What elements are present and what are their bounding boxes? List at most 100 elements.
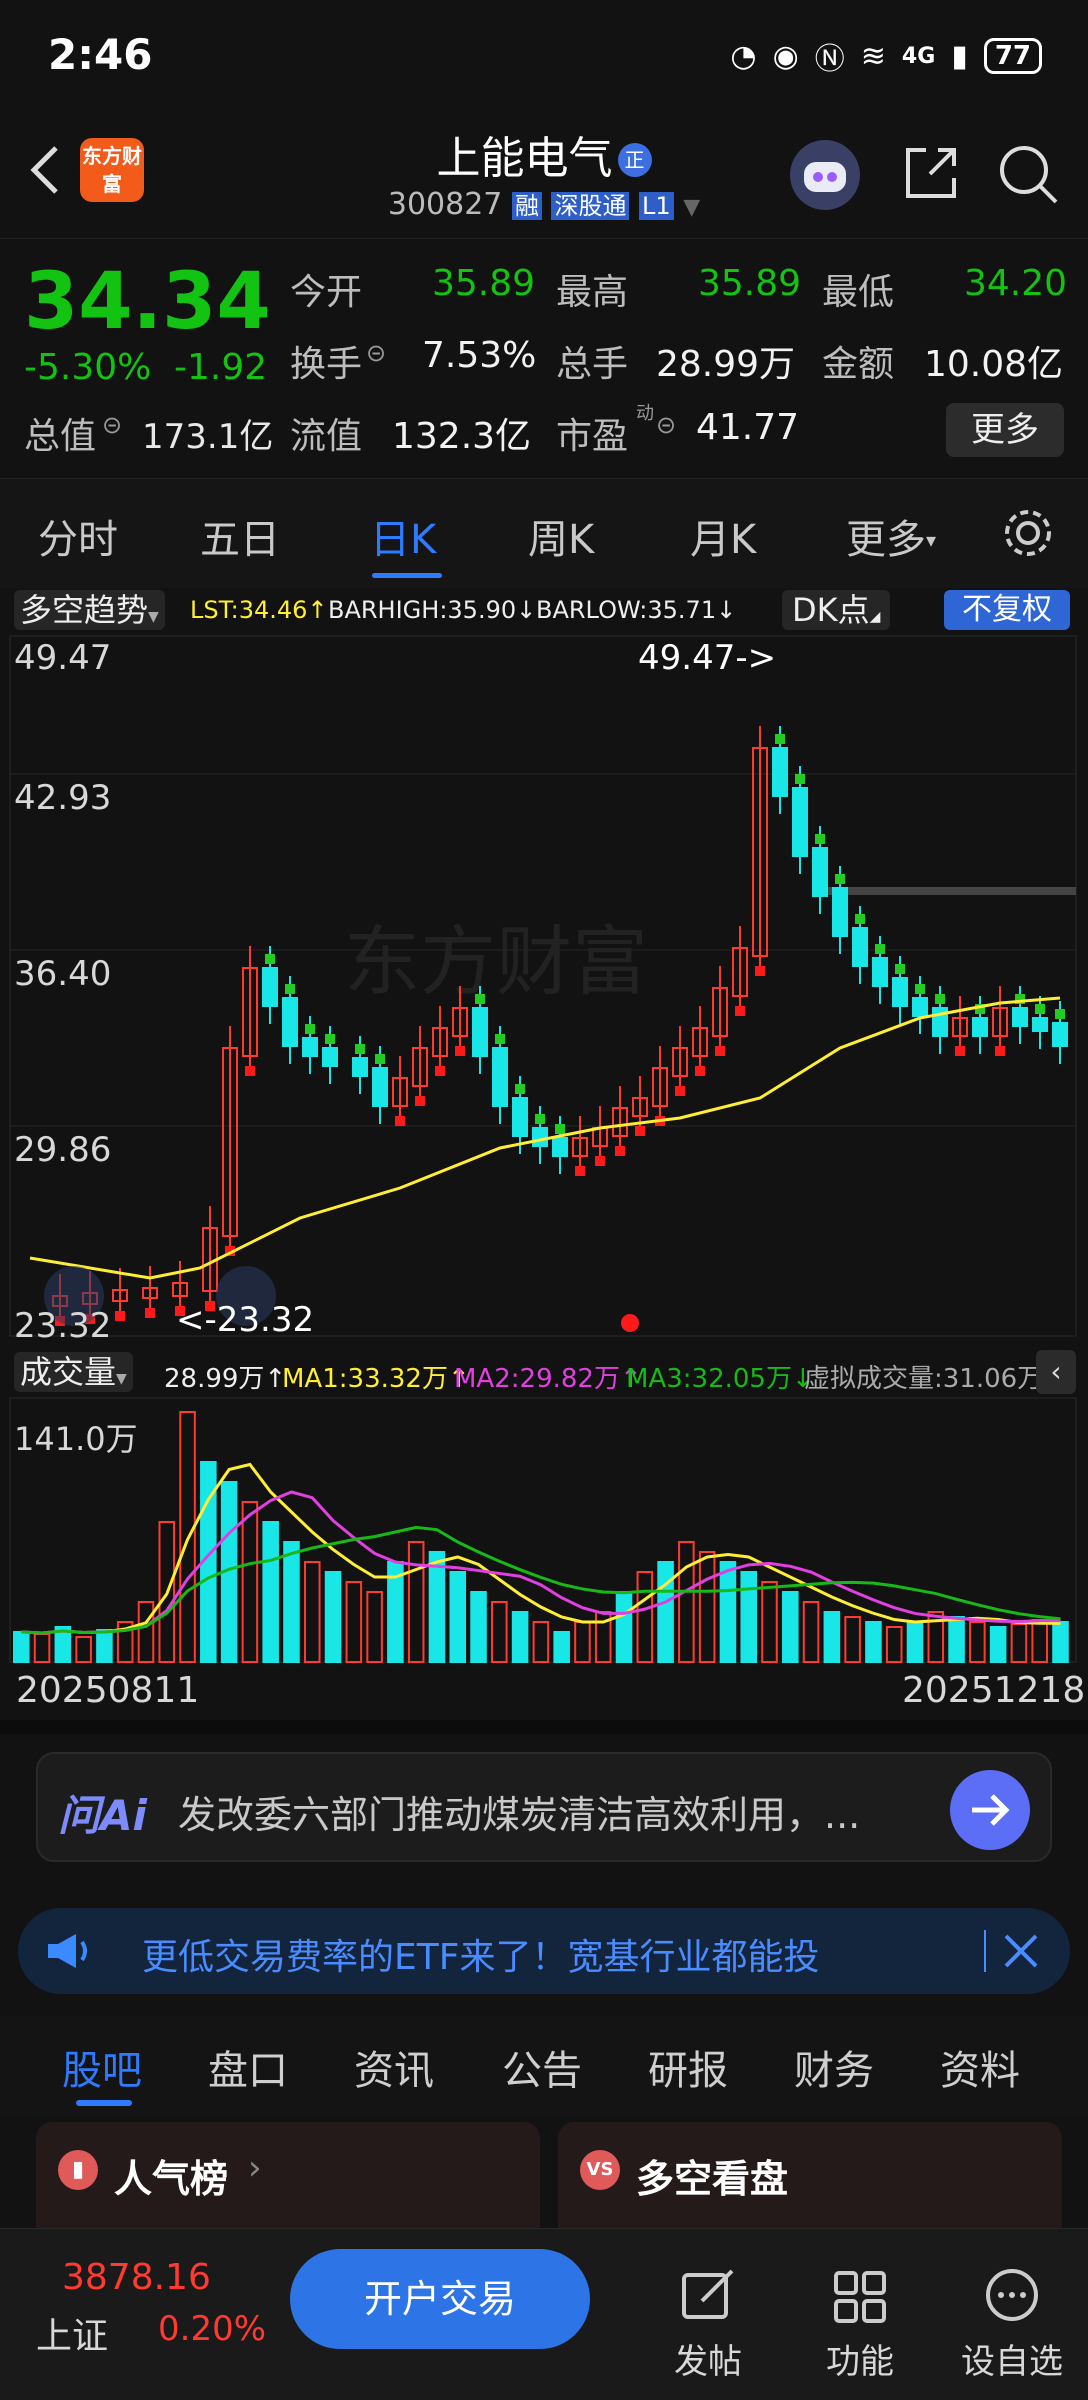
tab-announcements[interactable]: 公告 (502, 2048, 582, 2094)
mcap-info-icon[interactable]: ⊝ (102, 411, 123, 439)
nav-left-icon[interactable] (44, 1266, 104, 1326)
app-logo[interactable]: 东方财富 (80, 138, 144, 202)
trend-dot (995, 1046, 1005, 1056)
trend-dot (495, 1034, 505, 1044)
trade-button[interactable]: 开户交易 (290, 2249, 590, 2349)
trend-dot (935, 994, 945, 1004)
more-button[interactable]: 更多 (946, 403, 1064, 457)
candle-body (952, 1017, 968, 1037)
chart-area[interactable]: 东方财富 49.47 42.93 36.40 29.86 23.32 49.47… (0, 628, 1088, 1348)
wifi-icon: ≋ (860, 38, 886, 74)
active-tab-indicator (372, 573, 442, 578)
promo-banner[interactable]: 更低交易费率的ETF来了！宽基行业都能投 (18, 1908, 1070, 1994)
nfc-icon: Ⓝ (814, 42, 845, 77)
trend-dot (355, 1044, 365, 1054)
dk-point-button[interactable]: DK点◢ (782, 590, 891, 630)
volume-bar (761, 1581, 778, 1663)
tab-five-day[interactable]: 五日 (200, 517, 280, 563)
tab-profile[interactable]: 资料 (940, 2048, 1020, 2094)
volume-bar (1010, 1623, 1028, 1663)
volume-bar (303, 1561, 321, 1663)
volume-indicator-select[interactable]: 成交量▼ (14, 1352, 133, 1392)
volume-bar (345, 1581, 363, 1663)
tab-research[interactable]: 研报 (648, 2048, 728, 2094)
nav-right-icon[interactable] (216, 1266, 276, 1326)
dropdown-icon[interactable]: ▼ (683, 195, 701, 220)
megaphone-icon (42, 1926, 92, 1980)
tab-more[interactable]: 更多▾ (846, 507, 936, 565)
volume-ma2: MA2:29.82万↑ (454, 1364, 642, 1394)
turnover-label: 换手 (290, 344, 363, 385)
trend-dot (575, 1166, 585, 1176)
tab-intraday[interactable]: 分时 (38, 517, 118, 563)
robot-avatar-icon[interactable] (790, 140, 860, 210)
candle-body (472, 1007, 488, 1057)
stock-name: 上能电气 (436, 133, 613, 184)
banner-text: 更低交易费率的ETF来了！宽基行业都能投 (142, 1937, 820, 1978)
candle-body (572, 1137, 588, 1157)
volume-bar (366, 1591, 383, 1663)
tab-news[interactable]: 资讯 (354, 2048, 434, 2094)
trend-dot (265, 954, 275, 964)
function-button[interactable]: 功能 (800, 2265, 920, 2383)
volume-chart[interactable]: 141.0万 (0, 1396, 1088, 1666)
ai-send-button[interactable] (950, 1770, 1030, 1850)
ai-question-bar[interactable]: 问Ai 发改委六部门推动煤炭清洁高效利用，... (36, 1752, 1052, 1862)
popularity-card[interactable]: ▮ 人气榜 › (36, 2122, 540, 2242)
back-icon[interactable] (22, 140, 72, 200)
vs-icon: VS (580, 2150, 620, 2190)
turnover-info-icon[interactable]: ⊝ (366, 339, 387, 367)
volume-bar (553, 1631, 570, 1663)
tab-monthly-k[interactable]: 月K (690, 517, 757, 563)
change-amount: -1.92 (174, 347, 268, 388)
corner-icon: ◢ (869, 609, 881, 625)
trend-dot (395, 1116, 405, 1126)
indicator-select[interactable]: 多空趋势▼ (14, 590, 165, 630)
edit-icon (682, 2269, 734, 2319)
settings-gear-icon[interactable] (1000, 505, 1056, 565)
volume-bar (865, 1621, 882, 1663)
banner-divider (984, 1930, 986, 1972)
volume-ma3: MA3:32.05万↓ (626, 1364, 814, 1394)
virtual-volume: 虚拟成交量:31.06万 (804, 1364, 1044, 1394)
search-icon[interactable] (996, 142, 1060, 210)
pe-info-icon[interactable]: ⊝ (656, 411, 677, 439)
adjust-button[interactable]: 不复权 (944, 590, 1070, 630)
section-divider (0, 1720, 1088, 1734)
watchlist-button[interactable]: 设自选 (952, 2265, 1072, 2383)
candlestick-chart[interactable]: 东方财富 (0, 628, 1088, 1348)
y-label-1: 49.47 (14, 638, 112, 678)
trend-dot (735, 1006, 745, 1016)
network-label: 4G (901, 43, 936, 69)
post-button[interactable]: 发帖 (648, 2265, 768, 2383)
arrow-right-icon (972, 1794, 1010, 1826)
candle-body (792, 787, 808, 857)
trend-dot (715, 1046, 725, 1056)
candle-body (352, 1057, 368, 1077)
volume-bar (241, 1501, 259, 1663)
tab-weekly-k[interactable]: 周K (528, 517, 595, 563)
popularity-card-title: 人气榜 (114, 2157, 229, 2201)
candle-body (752, 747, 768, 957)
status-icons: ◔ ◉ Ⓝ ≋ 4G ▮ 77 (730, 34, 1042, 78)
change-percent: -5.30% (24, 347, 152, 388)
long-short-card[interactable]: VS 多空看盘 (558, 2122, 1062, 2242)
min-price-label: <-23.32 (176, 1300, 315, 1340)
share-icon[interactable] (900, 142, 962, 208)
volume-bar (948, 1616, 965, 1663)
tab-financials[interactable]: 财务 (794, 2048, 874, 2094)
tab-order-book[interactable]: 盘口 (208, 2048, 288, 2094)
trend-dot (775, 734, 785, 744)
tab-daily-k[interactable]: 日K (370, 517, 437, 563)
battery-icon: 77 (983, 38, 1042, 74)
volume-bar (969, 1621, 986, 1663)
ai-logo: 问Ai (58, 1791, 147, 1840)
y-label-3: 36.40 (14, 954, 112, 994)
candle-body (282, 997, 298, 1047)
trend-dot (615, 1146, 625, 1156)
tab-forum[interactable]: 股吧 (62, 2048, 142, 2094)
trend-dot (415, 1096, 425, 1106)
close-icon[interactable] (996, 1926, 1046, 1980)
candle-body (652, 1067, 668, 1107)
collapse-chevron-icon[interactable]: ‹ (1036, 1350, 1076, 1394)
